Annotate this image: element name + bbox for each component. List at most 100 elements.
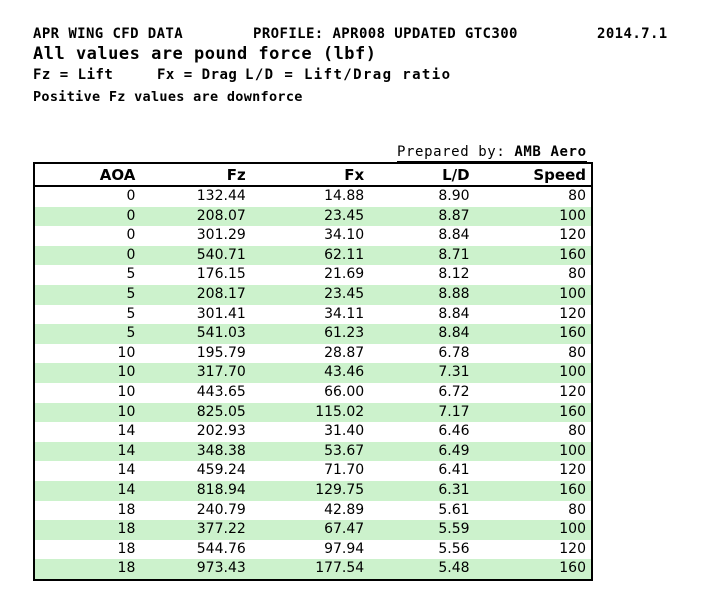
cell-fz: 301.29 [196,227,246,244]
cell-fz: 541.03 [196,325,246,342]
cell-fx: 62.11 [324,246,365,263]
cell-fx: 177.54 [315,560,365,577]
cell-l-d: 5.56 [438,540,470,557]
table-body: 0 132.44 14.88 8.90 80 0 208.07 23.45 8.87 100 0 30… [34,186,592,580]
cell-fx: 66.00 [324,383,365,400]
cell-fx: 34.11 [324,305,365,322]
document-title: APR WING CFD DATA [33,26,184,42]
cell-fx: 23.45 [324,285,365,302]
cell-aoa: 14 [117,442,136,459]
cell-l-d: 5.61 [438,501,470,518]
cell-fx: 71.70 [324,462,365,479]
cell-speed: 160 [559,481,586,498]
header-row: AOA Fz Fx L/D Speed [34,163,592,187]
legend-fz: Fz = Lift [33,67,114,83]
cell-fz: 544.76 [196,540,246,557]
cell-l-d: 8.90 [438,188,470,204]
cell-speed: 80 [568,501,586,518]
cell-speed: 80 [568,188,586,204]
cell-speed: 120 [559,227,586,244]
table-header-row: AOA Fz Fx L/D Speed [34,163,592,187]
cell-l-d: 8.88 [438,285,470,302]
cell-l-d: 8.71 [438,246,470,263]
cell-l-d: 6.78 [438,344,470,361]
cell-aoa: 5 [126,266,136,283]
cell-speed: 100 [559,364,586,381]
cell-fz: 132.44 [196,188,246,204]
cell-aoa: 14 [117,481,136,498]
cell-aoa: 18 [117,521,136,538]
cell-fx: 115.02 [315,403,365,420]
cell-fz: 301.41 [196,305,246,322]
cell-aoa: 14 [117,423,136,440]
cell-l-d: 5.59 [438,521,470,538]
table-row: 18 973.43 177.54 5.48 160 [34,559,592,580]
table-row: 0 301.29 34.10 8.84 120 [34,226,592,246]
cell-aoa: 18 [117,501,136,518]
table-row: 18 240.79 42.89 5.61 80 [34,501,592,521]
cell-fz: 240.79 [196,501,246,518]
cell-aoa: 10 [117,344,136,361]
cell-speed: 120 [559,462,586,479]
cell-aoa: 0 [126,188,136,204]
cell-l-d: 8.84 [438,305,470,322]
table-row: 14 818.94 129.75 6.31 160 [34,480,592,501]
cell-fz: 176.15 [196,266,246,283]
cell-l-d: 6.41 [438,462,470,479]
cell-fz: 348.38 [196,442,246,459]
cell-aoa: 5 [126,325,136,342]
table-row: 0 540.71 62.11 8.71 160 [34,245,592,266]
table-row: 5 176.15 21.69 8.12 80 [34,265,592,285]
cell-fz: 208.17 [196,285,246,302]
table-row: 18 377.22 67.47 5.59 100 [34,520,592,540]
cell-speed: 100 [559,207,586,224]
cell-fz: 208.07 [196,207,246,224]
prepared-by-value: AMB Aero [514,144,587,160]
units-subtitle: All values are pound force (lbf) [33,44,377,64]
cell-speed: 120 [559,540,586,557]
cell-l-d: 7.17 [438,403,470,420]
cell-fz: 825.05 [196,403,246,420]
cell-speed: 100 [559,285,586,302]
cell-l-d: 6.72 [438,383,470,400]
legend-ld: L/D = Lift/Drag ratio [245,67,452,83]
cell-speed: 120 [559,305,586,322]
cell-fx: 14.88 [324,188,365,204]
table-row: 5 301.41 34.11 8.84 120 [34,305,592,325]
col-header-speed: Speed [474,163,592,187]
cell-speed: 120 [559,383,586,400]
downforce-note: Positive Fz values are downforce [33,89,303,105]
col-header-fx: Fx [250,163,370,187]
cell-speed: 100 [559,442,586,459]
cell-fz: 973.43 [196,560,246,577]
cell-l-d: 6.46 [438,423,470,440]
legend-fx: Fx = Drag [157,67,238,83]
cell-aoa: 18 [117,540,136,557]
cell-l-d: 8.12 [438,266,470,283]
cell-aoa: 10 [117,364,136,381]
cell-fx: 42.89 [324,501,365,518]
cell-fx: 43.46 [324,364,365,381]
cell-fz: 195.79 [196,344,246,361]
cell-fx: 67.47 [324,521,365,538]
cell-aoa: 18 [117,560,136,577]
cell-l-d: 8.84 [438,325,470,342]
table-row: 0 132.44 14.88 8.90 80 [34,186,592,207]
cell-fz: 202.93 [196,423,246,440]
cfd-data-table: AOA Fz Fx L/D Speed 0 132.44 14.88 8.90 80 0 208.0… [33,162,593,581]
cell-aoa: 14 [117,462,136,479]
cell-l-d: 7.31 [438,364,470,381]
cell-aoa: 0 [126,246,136,263]
col-header-l-d: L/D [369,163,475,187]
cell-fz: 317.70 [196,364,246,381]
cell-speed: 160 [559,246,586,263]
cell-aoa: 10 [117,403,136,420]
table-row: 5 208.17 23.45 8.88 100 [34,284,592,305]
table-row: 10 195.79 28.87 6.78 80 [34,344,592,364]
cell-speed: 160 [559,325,586,342]
cell-fx: 23.45 [324,207,365,224]
cell-fx: 34.10 [324,227,365,244]
cell-fx: 53.67 [324,442,365,459]
cell-l-d: 5.48 [438,560,470,577]
cell-fx: 28.87 [324,344,365,361]
